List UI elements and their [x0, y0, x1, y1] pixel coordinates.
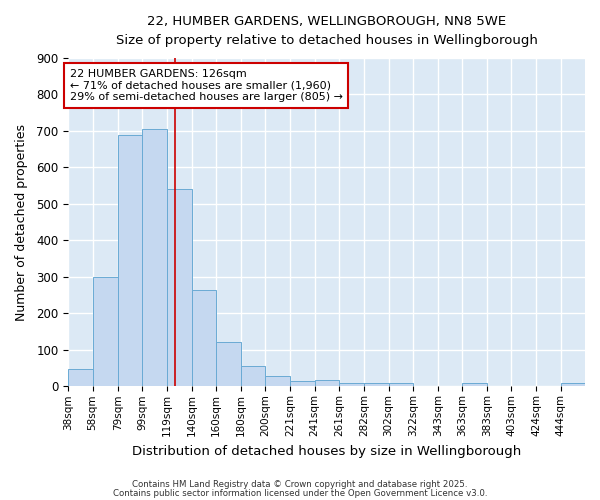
- X-axis label: Distribution of detached houses by size in Wellingborough: Distribution of detached houses by size …: [132, 444, 521, 458]
- Text: Contains public sector information licensed under the Open Government Licence v3: Contains public sector information licen…: [113, 488, 487, 498]
- Bar: [167, 190, 192, 386]
- Bar: [142, 129, 167, 386]
- Bar: [92, 277, 118, 386]
- Text: 22 HUMBER GARDENS: 126sqm
← 71% of detached houses are smaller (1,960)
29% of se: 22 HUMBER GARDENS: 126sqm ← 71% of detac…: [70, 69, 343, 102]
- Bar: [241, 366, 265, 386]
- Title: 22, HUMBER GARDENS, WELLINGBOROUGH, NN8 5WE
Size of property relative to detache: 22, HUMBER GARDENS, WELLINGBOROUGH, NN8 …: [116, 15, 538, 47]
- Y-axis label: Number of detached properties: Number of detached properties: [15, 124, 28, 320]
- Bar: [118, 134, 142, 386]
- Bar: [339, 384, 364, 386]
- Bar: [265, 376, 290, 386]
- Bar: [192, 290, 216, 386]
- Bar: [561, 384, 585, 386]
- Bar: [364, 383, 389, 386]
- Bar: [314, 380, 339, 386]
- Bar: [389, 384, 413, 386]
- Text: Contains HM Land Registry data © Crown copyright and database right 2025.: Contains HM Land Registry data © Crown c…: [132, 480, 468, 489]
- Bar: [463, 384, 487, 386]
- Bar: [290, 382, 314, 386]
- Bar: [68, 369, 92, 386]
- Bar: [216, 342, 241, 386]
